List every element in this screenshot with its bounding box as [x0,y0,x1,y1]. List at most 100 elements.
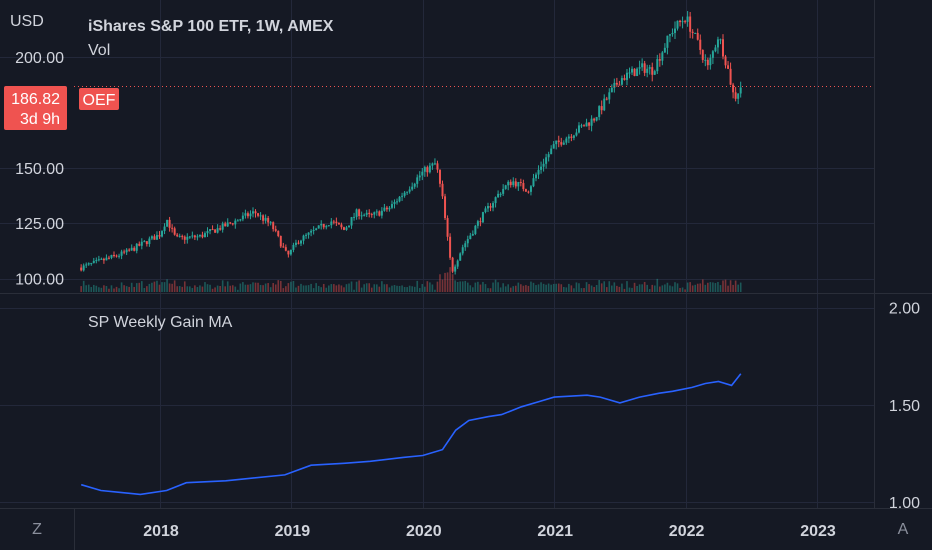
volume-bar [130,282,133,292]
volume-bar [173,280,176,292]
candle [459,252,462,261]
volume-bar [285,286,287,292]
volume-bar [633,282,636,292]
volume-bar [138,282,141,292]
candle [325,224,328,230]
volume-bar [424,286,426,292]
candle [600,100,603,115]
volume-legend: Vol [88,42,110,59]
volume-bar [90,287,93,292]
candle [133,246,136,252]
volume-bar [608,281,611,292]
volume-bar [343,287,345,292]
time-tick-label: 2020 [406,523,442,540]
volume-bar [178,286,181,292]
candle [527,190,530,194]
weekly-gain-ma-line[interactable] [80,373,742,496]
zoom-button[interactable]: Z [32,521,42,538]
candle [353,212,356,221]
candle [438,169,441,188]
candle [300,239,303,247]
candle [249,210,252,220]
candle [373,211,376,219]
indicator-axis[interactable]: 2.00 1.50 1.00 [889,301,920,513]
volume-bar [370,287,373,292]
candle [603,94,606,112]
candle [408,186,411,194]
volume-bar [585,282,588,292]
candle [648,64,651,75]
candle [383,203,386,212]
volume-bar [204,282,206,292]
candle [340,222,343,230]
candle [638,60,641,75]
candle [284,244,287,252]
candle [363,213,366,217]
candle [449,233,452,260]
volume-bar [479,284,482,292]
candle [729,62,732,86]
volume-bar [171,283,173,292]
volume-bar [595,284,598,292]
volume-bar [224,286,226,292]
volume-bar [717,281,719,292]
volume-bar [699,283,702,292]
candle [524,188,527,192]
candle [668,33,671,43]
candle [651,62,654,82]
volume-bar [469,285,472,292]
candle [113,251,116,258]
candle [631,66,634,75]
volume-bar [92,284,95,292]
volume-bar [532,282,535,292]
candle [557,135,560,148]
volume-bar [557,283,560,292]
candle [196,234,199,241]
volume-bar [292,280,295,292]
volume-bar [209,284,211,292]
candle [711,50,714,65]
candle [676,20,679,31]
candle [143,240,146,243]
candlestick-series[interactable] [80,11,742,275]
volume-bar [219,285,221,292]
volume-bar [628,287,631,292]
volume-bar [82,280,85,292]
candle [254,209,257,218]
candle [135,242,138,254]
candle [494,196,497,208]
volume-bar [87,284,90,292]
volume-bar [381,281,383,292]
volume-bar [686,282,689,292]
volume-bar [237,289,239,292]
candle [628,67,631,79]
volume-bar [525,285,527,292]
volume-bar [600,283,603,292]
candle [322,223,325,230]
volume-bar [474,282,477,292]
candle [691,29,694,39]
volume-bar [181,286,184,292]
candle [95,257,98,264]
volume-bar [580,288,583,292]
auto-scale-button[interactable]: A [898,521,909,538]
indicator-tick-label: 2.00 [889,301,920,318]
candle [385,205,388,212]
volume-bar [547,283,550,292]
candle [277,230,280,238]
candle [378,210,381,217]
volume-bar [563,286,565,292]
volume-bar [674,282,676,292]
price-axis[interactable]: 200.00 150.00 125.00 100.00 [15,50,64,289]
volume-bar [598,280,600,292]
volume-bar [477,281,479,292]
time-axis[interactable]: 2018 2019 2020 2021 2022 2023 [143,523,836,540]
candle [550,145,553,155]
candle [666,35,669,55]
volume-bar [108,288,110,292]
candle [625,69,628,86]
candle [259,212,262,221]
candle [229,221,232,225]
candle [292,242,295,253]
